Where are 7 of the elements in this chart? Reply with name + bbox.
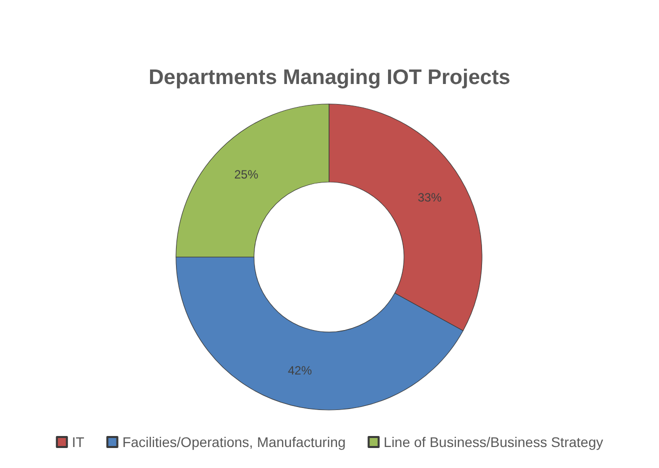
data-label: 42% [288, 363, 312, 378]
legend-label: Line of Business/Business Strategy [384, 434, 604, 450]
data-label: 25% [234, 167, 259, 182]
chart-title: Departments Managing IOT Projects [148, 66, 510, 89]
data-label: 33% [418, 190, 442, 204]
legend-label: IT [72, 434, 85, 450]
legend-label: Facilities/Operations, Manufacturing [122, 434, 346, 450]
